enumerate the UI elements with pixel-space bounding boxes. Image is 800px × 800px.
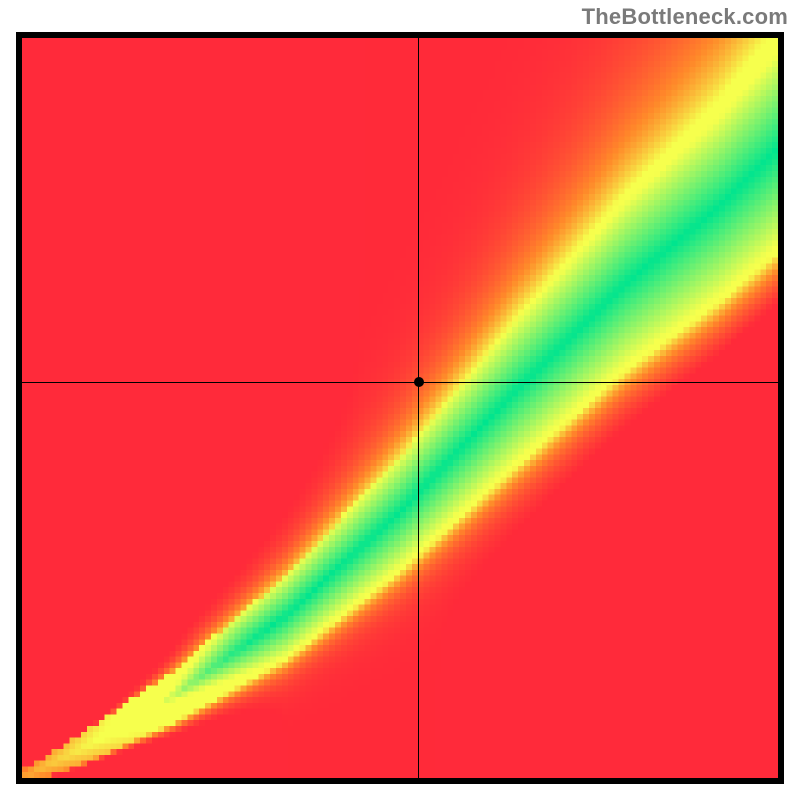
chart-container: TheBottleneck.com [0, 0, 800, 800]
data-point-marker [414, 377, 424, 387]
plot-border [16, 32, 784, 784]
crosshair-horizontal [22, 382, 778, 383]
watermark-text: TheBottleneck.com [582, 4, 788, 30]
crosshair-vertical [418, 38, 419, 778]
